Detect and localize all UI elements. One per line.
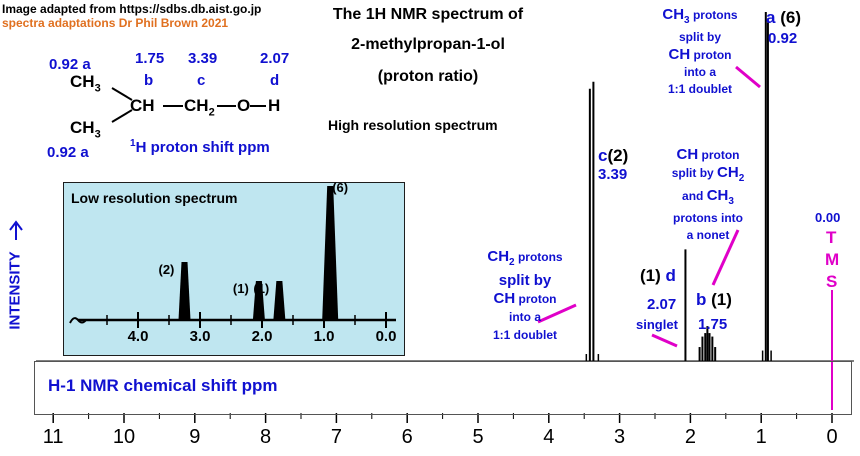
inset-peak bbox=[252, 281, 265, 320]
inset-peak bbox=[322, 186, 339, 320]
shift-b: 1.75 bbox=[135, 50, 165, 67]
hydrogen-atom: H bbox=[268, 96, 281, 115]
y-axis-label: INTENSITY bbox=[6, 251, 24, 330]
inset-tick-label: 0.0 bbox=[375, 328, 397, 345]
title-line1: The 1H NMR spectrum of bbox=[332, 6, 524, 23]
author-credit: spectra adaptations Dr Phil Brown 2021 bbox=[2, 16, 229, 30]
x-tick-label: 1 bbox=[755, 426, 767, 448]
pointer-c bbox=[537, 303, 577, 324]
peak-d-multiplicity: singlet bbox=[636, 317, 678, 332]
inset-peak-label: (1) bbox=[232, 281, 249, 296]
title-line3: (proton ratio) bbox=[377, 68, 479, 85]
note-b: CH proton split by CH2 and CH3 protons i… bbox=[671, 146, 745, 243]
tms-value: 0.00 bbox=[815, 210, 841, 225]
x-tick-label: 9 bbox=[189, 426, 201, 448]
tms-t: T bbox=[826, 228, 837, 247]
peak-a-label: a (6) bbox=[766, 8, 801, 27]
pointer-d bbox=[651, 333, 678, 348]
peak-c-label: c(2) bbox=[598, 146, 629, 165]
oxygen-atom: O bbox=[237, 96, 251, 115]
ch2-group: CH2 bbox=[184, 96, 215, 119]
x-axis-label: H-1 NMR chemical shift ppm bbox=[48, 376, 278, 395]
x-tick-label: 10 bbox=[112, 426, 136, 448]
low-resolution-inset: Low resolution spectrum (2) (1) (1) (6) 4.0 3… bbox=[63, 180, 405, 356]
axis-break-icon bbox=[69, 317, 87, 324]
inset-tick-label: 2.0 bbox=[251, 328, 273, 345]
peak-d-shift: 2.07 bbox=[647, 296, 677, 313]
x-tick-label: 6 bbox=[401, 426, 413, 448]
spectrum-lines bbox=[585, 12, 833, 361]
shift-a-bottom: 0.92 bbox=[47, 144, 77, 161]
pointer-b bbox=[711, 229, 740, 286]
note-a: CH3 protons split by CH proton into a 1:… bbox=[662, 6, 738, 97]
shift-c: 3.39 bbox=[188, 50, 218, 67]
x-axis-box bbox=[34, 361, 852, 415]
ch-group: CH bbox=[130, 96, 155, 115]
tms-s: S bbox=[826, 272, 838, 291]
up-arrow-icon bbox=[9, 220, 23, 231]
ch3-top: CH3 bbox=[70, 72, 101, 95]
peak-d-label: (1) d bbox=[640, 266, 676, 285]
letter-d: d bbox=[270, 72, 280, 89]
shift-a-top: 0.92 bbox=[49, 56, 79, 73]
inset-peak-label: (2) bbox=[158, 262, 175, 277]
inset-peak bbox=[178, 262, 191, 320]
ch3-bottom: CH3 bbox=[70, 118, 101, 141]
peak-b-shift: 1.75 bbox=[698, 316, 728, 333]
letter-a-top: a bbox=[82, 56, 91, 73]
structure-caption: 1H proton shift ppm bbox=[130, 138, 270, 156]
source-credit: Image adapted from https://sdbs.db.aist.… bbox=[2, 2, 262, 16]
inset-spectrum bbox=[69, 186, 396, 328]
inset-peak-label: (6) bbox=[332, 180, 349, 195]
subtitle: High resolution spectrum bbox=[328, 117, 498, 133]
pointer-a bbox=[735, 65, 761, 89]
peak-a-shift: 0.92 bbox=[768, 30, 798, 47]
letter-b: b bbox=[144, 72, 154, 89]
peak-b-label: b (1) bbox=[696, 290, 732, 309]
inset-peak-label: (1) bbox=[253, 281, 270, 296]
x-tick-label: 5 bbox=[472, 426, 484, 448]
peak-c-shift: 3.39 bbox=[598, 166, 628, 183]
x-tick-label: 7 bbox=[330, 426, 342, 448]
letter-a-bottom: a bbox=[80, 144, 89, 161]
title-line2: 2-methylpropan-1-ol bbox=[351, 36, 505, 53]
x-tick-label: 0 bbox=[826, 426, 838, 448]
inset-tick-label: 3.0 bbox=[189, 328, 211, 345]
inset-peak bbox=[273, 281, 286, 320]
x-tick-label: 8 bbox=[260, 426, 272, 448]
x-tick-label: 4 bbox=[543, 426, 555, 448]
letter-c: c bbox=[197, 72, 206, 89]
x-tick-label: 3 bbox=[614, 426, 626, 448]
inset-title: Low resolution spectrum bbox=[71, 190, 238, 206]
tms-m: M bbox=[825, 250, 840, 269]
inset-tick-label: 4.0 bbox=[127, 328, 149, 345]
shift-d: 2.07 bbox=[260, 50, 290, 67]
x-tick-label: 2 bbox=[684, 426, 696, 448]
x-tick-label: 11 bbox=[42, 426, 64, 448]
note-c: CH2 protons split by CH proton into a 1:… bbox=[487, 248, 563, 343]
inset-tick-label: 1.0 bbox=[313, 328, 335, 345]
